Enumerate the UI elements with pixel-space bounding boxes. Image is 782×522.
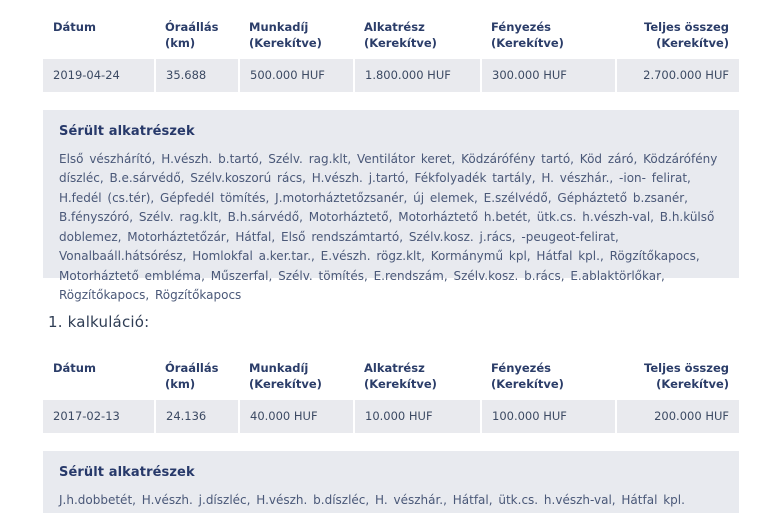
- cell-paint: 300.000 HUF: [481, 58, 617, 93]
- cell-date: 2017-02-13: [43, 399, 156, 434]
- column-header-parts-line1: Alkatrész: [364, 361, 425, 375]
- column-header-parts: Alkatrész (Kerekítve): [354, 355, 481, 401]
- column-header-labor-line2: (Kerekítve): [249, 35, 322, 50]
- cell-labor: 40.000 HUF: [239, 399, 355, 434]
- column-header-date: Dátum: [43, 355, 155, 401]
- damaged-parts-list: Első vészhárító, H.vészh. b.tartó, Szélv…: [59, 152, 718, 303]
- column-header-odometer: Óraállás (km): [155, 14, 239, 60]
- damaged-parts-panel-2: Sérült alkatrészek J.h.dobbetét, H.vészh…: [43, 451, 739, 513]
- column-header-total-line1: Teljes összeg: [644, 361, 729, 375]
- column-header-parts-line2: (Kerekítve): [364, 376, 437, 391]
- column-header-odometer-line1: Óraállás: [165, 20, 219, 34]
- cell-odometer: 35.688: [155, 58, 240, 93]
- column-header-total: Teljes összeg (Kerekítve): [616, 355, 739, 401]
- damaged-parts-title: Sérült alkatrészek: [59, 465, 195, 480]
- cell-parts: 10.000 HUF: [354, 399, 482, 434]
- cell-total: 200.000 HUF: [616, 399, 739, 434]
- column-header-date: Dátum: [43, 14, 155, 60]
- column-header-paint: Fényezés (Kerekítve): [481, 14, 616, 60]
- column-header-paint-line1: Fényezés: [491, 361, 552, 375]
- cell-paint: 100.000 HUF: [481, 399, 617, 434]
- column-header-labor: Munkadíj (Kerekítve): [239, 355, 354, 401]
- column-header-labor-line1: Munkadíj: [249, 361, 309, 375]
- column-header-parts-line2: (Kerekítve): [364, 35, 437, 50]
- column-header-labor-line1: Munkadíj: [249, 20, 309, 34]
- calculation-table-1: Dátum Óraállás (km) Munkadíj (Kerekítve)…: [43, 14, 739, 93]
- table-row: 2019-04-24 35.688 500.000 HUF 1.800.000 …: [43, 58, 739, 93]
- column-header-date-line1: Dátum: [53, 20, 96, 34]
- column-header-parts: Alkatrész (Kerekítve): [354, 14, 481, 60]
- table-header-row: Dátum Óraállás (km) Munkadíj (Kerekítve)…: [43, 14, 739, 60]
- cell-labor: 500.000 HUF: [239, 58, 355, 93]
- cell-parts: 1.800.000 HUF: [354, 58, 482, 93]
- section-heading-calculation-1: 1. kalkuláció:: [48, 313, 150, 331]
- cell-total: 2.700.000 HUF: [616, 58, 739, 93]
- damaged-parts-list: J.h.dobbetét, H.vészh. j.díszléc, H.vész…: [59, 493, 685, 507]
- column-header-total: Teljes összeg (Kerekítve): [616, 14, 739, 60]
- cell-odometer: 24.136: [155, 399, 240, 434]
- column-header-paint-line2: (Kerekítve): [491, 35, 564, 50]
- column-header-parts-line1: Alkatrész: [364, 20, 425, 34]
- column-header-total-line1: Teljes összeg: [644, 20, 729, 34]
- column-header-paint-line2: (Kerekítve): [491, 376, 564, 391]
- table-header-row: Dátum Óraállás (km) Munkadíj (Kerekítve)…: [43, 355, 739, 401]
- column-header-date-line1: Dátum: [53, 361, 96, 375]
- table-row: 2017-02-13 24.136 40.000 HUF 10.000 HUF …: [43, 399, 739, 434]
- column-header-odometer: Óraállás (km): [155, 355, 239, 401]
- calculation-table-2: Dátum Óraállás (km) Munkadíj (Kerekítve)…: [43, 355, 739, 434]
- column-header-paint: Fényezés (Kerekítve): [481, 355, 616, 401]
- column-header-total-line2: (Kerekítve): [656, 376, 729, 391]
- column-header-total-line2: (Kerekítve): [656, 35, 729, 50]
- damaged-parts-panel-1: Sérült alkatrészek Első vészhárító, H.vé…: [43, 110, 739, 302]
- column-header-odometer-line2: (km): [165, 35, 196, 50]
- column-header-odometer-line2: (km): [165, 376, 196, 391]
- column-header-odometer-line1: Óraállás: [165, 361, 219, 375]
- cell-date: 2019-04-24: [43, 58, 156, 93]
- column-header-paint-line1: Fényezés: [491, 20, 552, 34]
- damaged-parts-title: Sérült alkatrészek: [59, 124, 195, 139]
- column-header-labor: Munkadíj (Kerekítve): [239, 14, 354, 60]
- column-header-labor-line2: (Kerekítve): [249, 376, 322, 391]
